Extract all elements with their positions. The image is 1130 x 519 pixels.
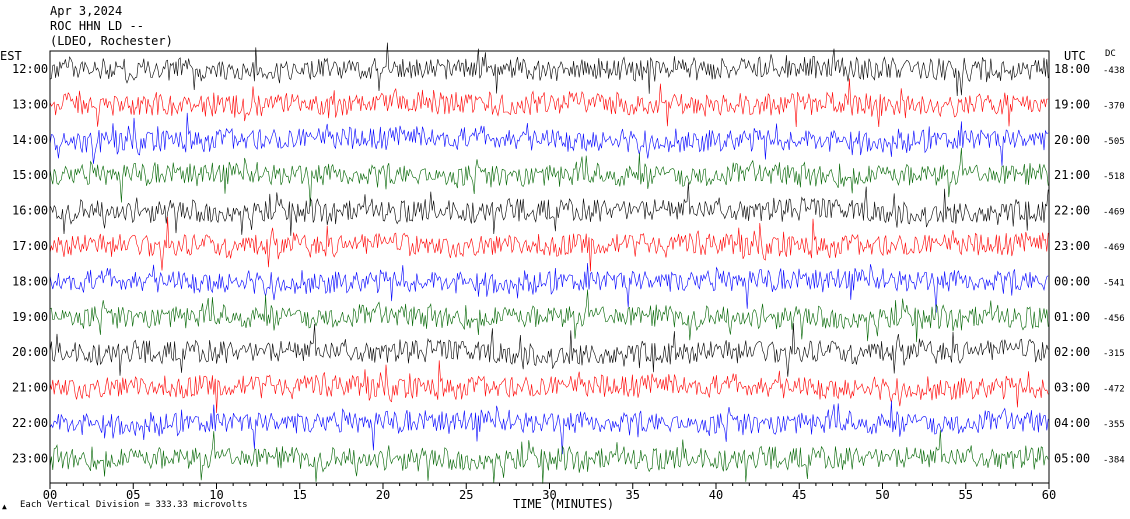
est-tick-label: 18:00 (12, 274, 48, 288)
x-axis-title: TIME (MINUTES) (513, 497, 614, 511)
utc-tick-label: 20:00 (1054, 133, 1090, 147)
est-tick-label: 15:00 (12, 168, 48, 182)
trace-row-8 (49, 323, 1049, 377)
trace-row-2 (49, 112, 1049, 166)
dc-value: -469 (1103, 208, 1125, 218)
x-axis: 00 05 10 15 20 25 30 35 40 45 50 55 60 (43, 483, 1056, 502)
dc-value: -355 (1103, 420, 1125, 430)
est-tick-label: 17:00 (12, 239, 48, 253)
trace-row-4 (49, 182, 1049, 236)
header-station: ROC HHN LD -- (50, 19, 144, 33)
est-tick-label: 23:00 (12, 451, 48, 465)
header-network: (LDEO, Rochester) (50, 34, 173, 48)
dc-value: -518 (1103, 172, 1125, 182)
trace-group (49, 42, 1049, 484)
x-tick-label: 10 (209, 488, 223, 502)
dc-value: -456 (1103, 314, 1125, 324)
scale-note: Each Vertical Division = 333.33 microvol… (20, 500, 248, 510)
x-tick-label: 05 (126, 488, 140, 502)
utc-tick-label: 05:00 (1054, 451, 1090, 465)
trace-row-11 (49, 430, 1049, 484)
trace-row-6 (49, 262, 1049, 313)
dc-value: -384 (1103, 455, 1125, 465)
dc-value: -315 (1103, 349, 1125, 359)
x-tick-label: 60 (1042, 488, 1056, 502)
utc-tick-label: 01:00 (1054, 310, 1090, 324)
dc-label: DC (1105, 49, 1116, 59)
x-tick-label: 15 (293, 488, 307, 502)
utc-tick-label: 04:00 (1054, 416, 1090, 430)
x-tick-label: 35 (626, 488, 640, 502)
dc-value: -438 (1103, 66, 1125, 76)
trace-row-9 (49, 360, 1049, 414)
trace-row-5 (49, 216, 1049, 272)
y-axis-labels: 12:00 18:00 -438 13:00 19:00 -370 14:00 20:00 -5… (12, 62, 1125, 465)
utc-tick-label: 22:00 (1054, 204, 1090, 218)
x-tick-label: 50 (875, 488, 889, 502)
utc-tick-label: 21:00 (1054, 168, 1090, 182)
x-tick-label: 25 (459, 488, 473, 502)
dc-value: -472 (1103, 385, 1125, 395)
trace-row-10 (49, 400, 1049, 455)
est-tick-label: 22:00 (12, 416, 48, 430)
x-tick-label: 30 (542, 488, 556, 502)
utc-tick-label: 23:00 (1054, 239, 1090, 253)
est-tick-label: 21:00 (12, 381, 48, 395)
est-tick-label: 14:00 (12, 133, 48, 147)
footer-mark: ▲ (2, 502, 7, 511)
dc-value: -505 (1103, 137, 1125, 147)
utc-tick-label: 00:00 (1054, 274, 1090, 288)
utc-tick-label: 03:00 (1054, 381, 1090, 395)
dc-value: -370 (1103, 101, 1125, 111)
dc-value: -541 (1103, 278, 1125, 288)
x-tick-label: 00 (43, 488, 57, 502)
dc-value: -469 (1103, 243, 1125, 253)
header-date: Apr 3,2024 (50, 4, 123, 18)
est-tick-label: 12:00 (12, 62, 48, 76)
trace-row-0 (49, 42, 1049, 97)
x-tick-label: 40 (709, 488, 723, 502)
est-tick-label: 16:00 (12, 204, 48, 218)
est-label: EST (0, 49, 22, 63)
utc-tick-label: 18:00 (1054, 62, 1090, 76)
utc-label: UTC (1064, 49, 1086, 63)
est-tick-label: 20:00 (12, 345, 48, 359)
x-tick-label: 55 (959, 488, 973, 502)
trace-row-3 (49, 147, 1049, 207)
x-tick-label: 45 (792, 488, 806, 502)
est-tick-label: 13:00 (12, 97, 48, 111)
est-tick-label: 19:00 (12, 310, 48, 324)
trace-row-7 (49, 289, 1049, 343)
x-tick-label: 20 (376, 488, 390, 502)
utc-tick-label: 02:00 (1054, 345, 1090, 359)
trace-row-1 (49, 78, 1049, 128)
utc-tick-label: 19:00 (1054, 97, 1090, 111)
